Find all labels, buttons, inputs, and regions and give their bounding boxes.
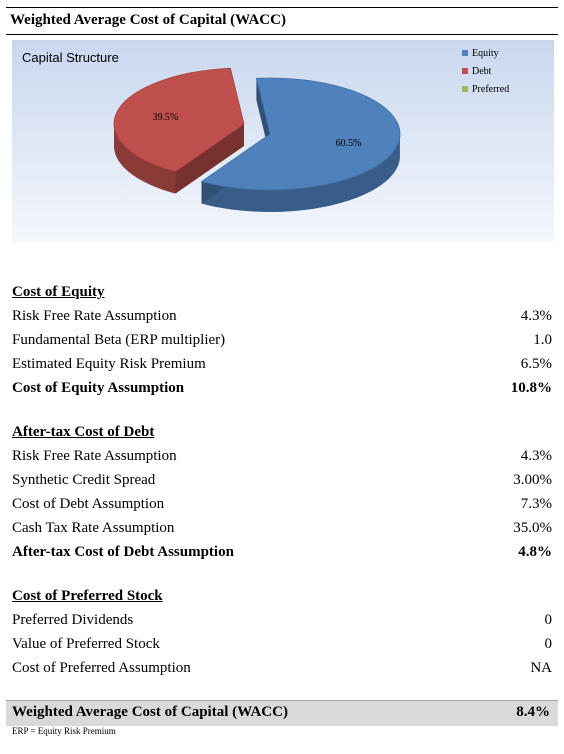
pie-group: 60.5% 39.5% <box>113 67 401 212</box>
title-bar: Weighted Average Cost of Capital (WACC) <box>6 7 558 35</box>
chart-title: Capital Structure <box>22 50 119 65</box>
row-label: Risk Free Rate Assumption <box>12 308 177 324</box>
row-value: 6.5% <box>520 356 552 372</box>
cost-of-equity-section: Cost of Equity Risk Free Rate Assumption… <box>12 280 554 400</box>
table-row: Value of Preferred Stock 0 <box>12 632 554 656</box>
table-row: Cash Tax Rate Assumption 35.0% <box>12 516 554 540</box>
pie-outer-wall <box>201 135 400 212</box>
row-label: Risk Free Rate Assumption <box>12 448 177 464</box>
row-value: 7.3% <box>520 496 552 512</box>
cost-of-equity-heading: Cost of Equity <box>12 284 105 300</box>
legend-label-preferred: Preferred <box>472 84 509 95</box>
table-row: Fundamental Beta (ERP multiplier) 1.0 <box>12 328 554 352</box>
row-label: Value of Preferred Stock <box>12 636 160 652</box>
cost-of-debt-heading: After-tax Cost of Debt <box>12 424 155 440</box>
footnote: ERP = Equity Risk Premium <box>12 726 116 736</box>
pie-slice-debt <box>113 67 245 173</box>
total-row: After-tax Cost of Debt Assumption 4.8% <box>12 540 554 564</box>
page-title: Weighted Average Cost of Capital (WACC) <box>10 12 286 28</box>
pie-slice-equity <box>200 77 401 191</box>
total-row: Cost of Equity Assumption 10.8% <box>12 376 554 400</box>
data-label-debt: 39.5% <box>153 112 179 123</box>
data-label-equity: 60.5% <box>336 138 362 149</box>
capital-structure-chart: Capital Structure 60.5% 39.5% Equity Debt P… <box>12 40 554 242</box>
chart-legend: Equity Debt Preferred <box>462 48 509 95</box>
row-value: 3.00% <box>513 472 552 488</box>
total-label: After-tax Cost of Debt Assumption <box>12 544 234 560</box>
row-value: 0 <box>544 636 553 652</box>
legend-swatch-debt <box>462 68 468 74</box>
cost-of-preferred-section: Cost of Preferred Stock Preferred Divide… <box>12 584 554 680</box>
wacc-value: 8.4% <box>516 704 550 720</box>
row-value: NA <box>530 660 552 676</box>
legend-swatch-preferred <box>462 86 468 92</box>
row-label: Cost of Preferred Assumption <box>12 660 191 676</box>
cost-of-preferred-heading: Cost of Preferred Stock <box>12 588 163 604</box>
row-label: Estimated Equity Risk Premium <box>12 356 206 372</box>
table-row: Preferred Dividends 0 <box>12 608 554 632</box>
row-label: Preferred Dividends <box>12 612 134 628</box>
row-label: Fundamental Beta (ERP multiplier) <box>12 332 226 348</box>
legend-label-debt: Debt <box>472 66 492 77</box>
table-row: Synthetic Credit Spread 3.00% <box>12 468 554 492</box>
total-label: Cost of Equity Assumption <box>12 380 185 396</box>
pie-outer-wall <box>114 125 176 194</box>
row-value: 1.0 <box>533 332 552 348</box>
row-label: Cost of Debt Assumption <box>12 496 165 512</box>
row-value: 4.3% <box>520 448 552 464</box>
wacc-label: Weighted Average Cost of Capital (WACC) <box>12 704 288 720</box>
row-value: 4.3% <box>520 308 552 324</box>
wacc-summary-bar: Weighted Average Cost of Capital (WACC) … <box>6 700 558 726</box>
row-value: 35.0% <box>513 520 552 536</box>
row-label: Synthetic Credit Spread <box>12 472 156 488</box>
table-row: Cost of Debt Assumption 7.3% <box>12 492 554 516</box>
cost-of-debt-section: After-tax Cost of Debt Risk Free Rate As… <box>12 420 554 564</box>
table-row: Risk Free Rate Assumption 4.3% <box>12 304 554 328</box>
table-row: Cost of Preferred Assumption NA <box>12 656 554 680</box>
total-value: 10.8% <box>510 380 552 396</box>
total-value: 4.8% <box>518 544 552 560</box>
legend-label-equity: Equity <box>472 48 499 59</box>
pie-cut-face <box>175 124 244 194</box>
row-value: 0 <box>544 612 553 628</box>
table-row: Risk Free Rate Assumption 4.3% <box>12 444 554 468</box>
table-row: Estimated Equity Risk Premium 6.5% <box>12 352 554 376</box>
legend-swatch-equity <box>462 50 468 56</box>
pie-chart-svg: Capital Structure 60.5% 39.5% Equity Debt P… <box>12 40 554 242</box>
row-label: Cash Tax Rate Assumption <box>12 520 175 536</box>
